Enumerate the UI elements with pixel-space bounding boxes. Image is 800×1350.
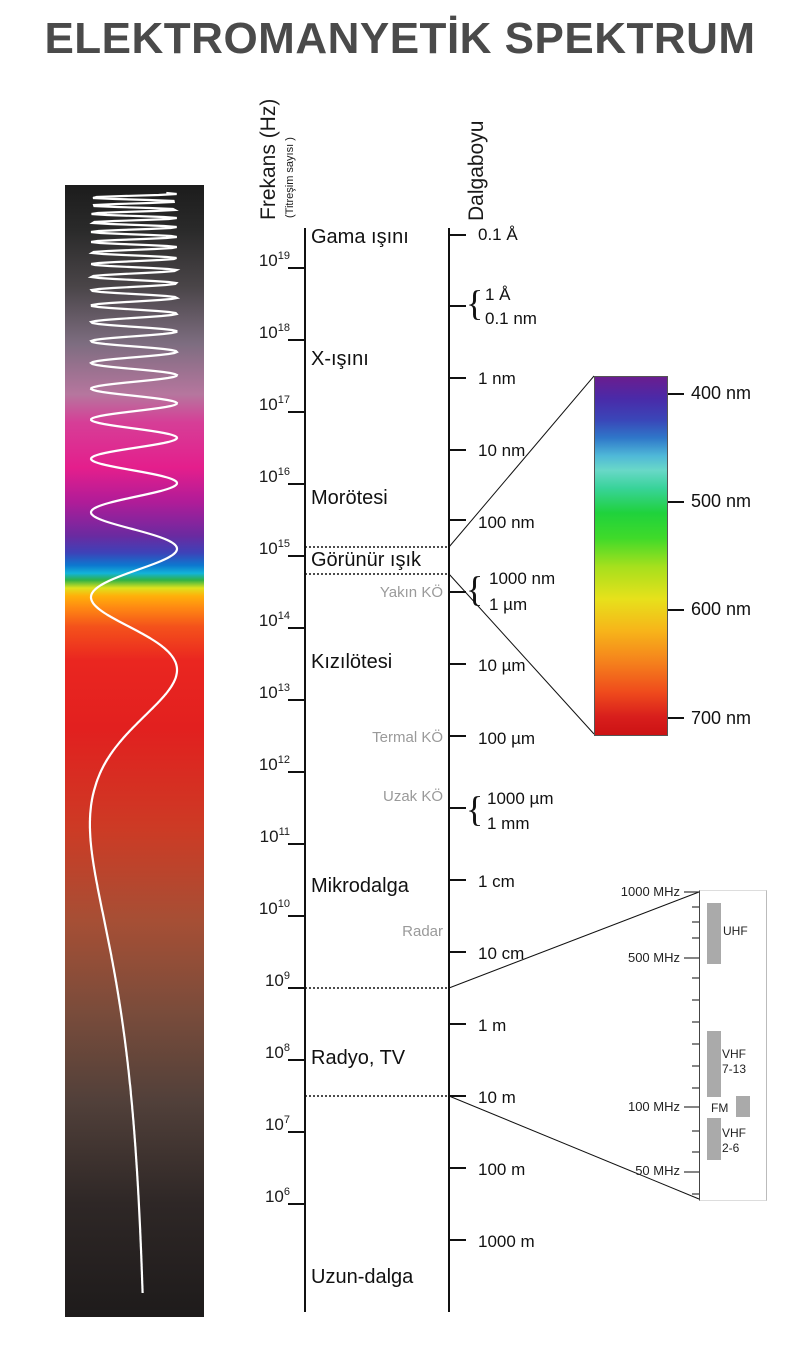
spectrum-wave-column	[65, 185, 204, 1317]
freq-label: 1017	[258, 394, 290, 415]
wl-label: 1 Å	[485, 285, 511, 304]
freq-label: 1016	[258, 466, 290, 487]
wl-label: 1000 nm	[489, 569, 556, 588]
radio-freq-label: 1000 MHz	[620, 884, 680, 899]
brace-icon: {	[466, 789, 484, 829]
freq-label: 109	[264, 970, 290, 991]
wl-label: 10 cm	[478, 944, 525, 963]
radio-freq-label: 100 MHz	[627, 1099, 680, 1114]
region-long-wave: Uzun-dalga	[311, 1266, 414, 1288]
fm-band	[736, 1096, 750, 1117]
freq-label: 1019	[258, 250, 290, 271]
brace-icon: {	[466, 569, 484, 609]
wl-label: 1000 µm	[487, 789, 554, 808]
uhf-band	[707, 903, 721, 964]
region-visible: Görünür ışık	[311, 549, 422, 571]
wl-label: 0.1 nm	[485, 309, 537, 328]
vhf-low-band	[707, 1118, 721, 1160]
frequency-axis-subtitle: (Titreşim sayısı )	[284, 137, 296, 218]
freq-label: 108	[264, 1042, 290, 1063]
visible-zoom-line-bottom	[448, 573, 595, 735]
wl-label: 1 nm	[478, 369, 516, 388]
subregion-near-ir: Yakın KÖ	[379, 584, 443, 601]
wl-label: 1 mm	[487, 814, 530, 833]
vis-label: 700 nm	[691, 708, 752, 728]
brace-icon: {	[466, 283, 484, 323]
frequency-ticks	[288, 267, 305, 1205]
radio-band-inset: UHF VHF 7-13 FM VHF 2-6	[699, 890, 767, 1201]
band-label: FM	[711, 1101, 729, 1115]
wl-label: 10 µm	[478, 656, 526, 675]
wl-label: 100 µm	[478, 729, 536, 748]
freq-label: 1012	[258, 754, 290, 775]
vhf-high-band	[707, 1031, 721, 1097]
vis-label: 500 nm	[691, 491, 752, 511]
region-gamma: Gama ışını	[311, 226, 409, 248]
wave-curve-graphic	[87, 191, 181, 1293]
radio-zoom-line-top	[448, 891, 700, 989]
visible-zoom-line-top	[448, 375, 595, 548]
freq-label: 107	[264, 1114, 290, 1135]
region-ultraviolet: Morötesi	[311, 487, 388, 509]
band-label: VHF 7-13	[722, 1047, 747, 1076]
freq-label: 1013	[258, 682, 290, 703]
wavelength-axis-title: Dalgaboyu	[465, 120, 488, 221]
region-xray: X-ışını	[311, 348, 369, 370]
frequency-axis-title: Frekans (Hz)	[257, 98, 280, 220]
wl-label: 100 nm	[478, 513, 535, 532]
vis-label: 400 nm	[691, 383, 752, 403]
wavelength-ticks	[449, 234, 466, 1241]
region-infrared: Kızılötesi	[311, 651, 393, 673]
wave-curve	[87, 191, 181, 1293]
band-label: VHF 2-6	[722, 1126, 746, 1155]
radio-freq-label: 500 MHz	[627, 950, 680, 965]
freq-label: 1011	[259, 826, 290, 847]
visible-spectrum-bar	[594, 376, 668, 736]
radio-ticks	[684, 891, 699, 1195]
wl-label: 1 cm	[478, 872, 515, 891]
band-label: UHF	[723, 924, 748, 938]
freq-label: 1018	[258, 322, 290, 343]
freq-label: 106	[264, 1186, 290, 1207]
wl-label: 1 m	[478, 1016, 507, 1035]
wl-label: 1 µm	[489, 595, 528, 614]
wl-label: 10 m	[478, 1088, 516, 1107]
radio-zoom-line-bottom	[448, 1095, 700, 1200]
subregion-far-ir: Uzak KÖ	[382, 788, 443, 805]
freq-label: 1010	[258, 898, 290, 919]
subregion-radar: Radar	[402, 923, 443, 940]
radio-freq-label: 50 MHz	[635, 1163, 680, 1178]
wl-label: 1000 m	[478, 1232, 535, 1251]
region-radio-tv: Radyo, TV	[311, 1047, 406, 1069]
freq-label: 1014	[258, 610, 290, 631]
page-title: ELEKTROMANYETİK SPEKTRUM	[44, 14, 756, 63]
wl-label: 10 nm	[478, 441, 526, 460]
wl-label: 100 m	[478, 1160, 526, 1179]
region-microwave: Mikrodalga	[311, 875, 409, 897]
vis-label: 600 nm	[691, 599, 752, 619]
freq-label: 1015	[258, 538, 290, 559]
wl-label: 0.1 Å	[478, 225, 518, 244]
subregion-thermal-ir: Termal KÖ	[372, 729, 443, 746]
